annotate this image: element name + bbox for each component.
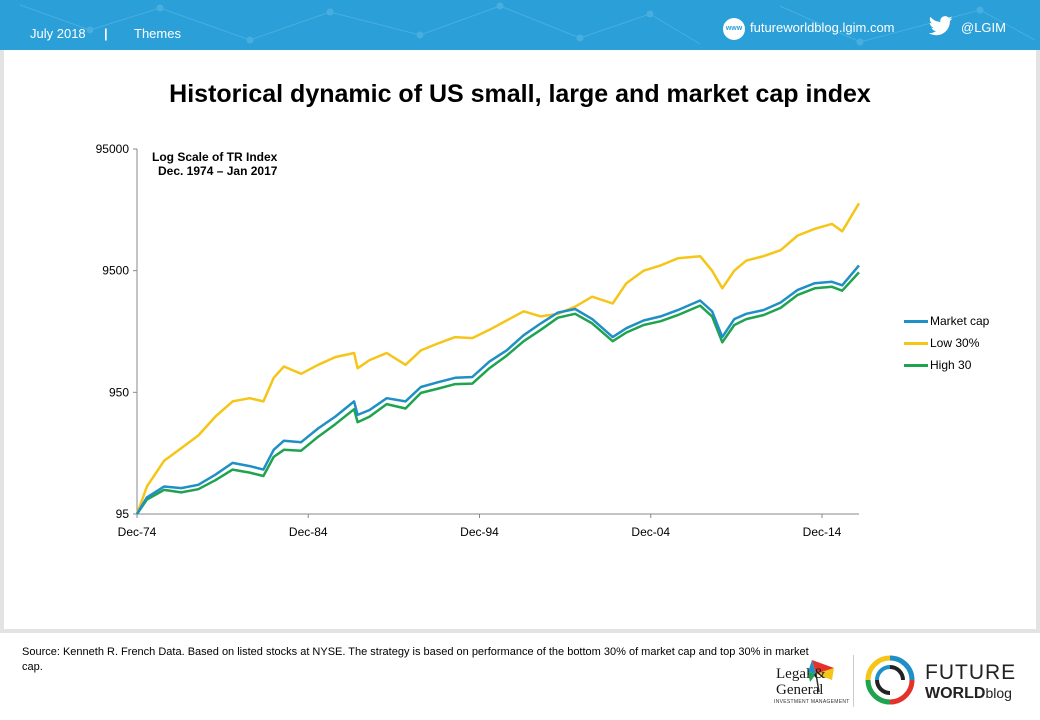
fw-blog-text: blog (985, 685, 1012, 701)
legend-label: Low 30% (930, 336, 980, 350)
y-tick-label: 9500 (102, 264, 129, 278)
fw-world-text: WORLD (925, 685, 986, 702)
network-pattern (19, 2, 1036, 46)
legal-general-umbrella-icon (808, 660, 834, 693)
header-date: July 2018 (30, 26, 86, 41)
legend-item-high-30: High 30 (904, 358, 971, 372)
lg-logo-line2: General (776, 682, 824, 698)
header-bar: July 2018 | Themes www futureworldblog.l… (0, 0, 1040, 50)
x-tick-label: Dec-94 (460, 525, 499, 539)
series-line-low-30 (135, 202, 861, 515)
future-world-icon (865, 655, 915, 705)
twitter-icon[interactable] (929, 16, 953, 36)
legend-label: Market cap (930, 314, 990, 328)
y-tick-label: 95 (116, 507, 130, 521)
twitter-handle[interactable]: @LGIM (961, 20, 1006, 35)
legend-item-market-cap: Market cap (904, 314, 989, 328)
legal-general-logo: Legal & General (776, 666, 826, 698)
header-section-themes[interactable]: Themes (134, 26, 181, 41)
footer-divider (853, 655, 854, 707)
future-world-logo-future: FUTURE (925, 661, 1017, 684)
y-tick-label: 95000 (96, 142, 130, 156)
series-line-market-cap (135, 264, 860, 515)
www-icon: www (723, 18, 745, 40)
frame-right (1036, 50, 1040, 632)
x-tick-label: Dec-14 (803, 525, 842, 539)
legend-swatch-low-30 (904, 342, 928, 346)
chart-title: Historical dynamic of US small, large an… (169, 80, 871, 108)
series-line-high-30 (135, 271, 860, 515)
chart-note-scale: Log Scale of TR Index (152, 150, 278, 164)
frame-left (0, 50, 4, 632)
header-separator: | (104, 26, 108, 41)
lg-logo-subtitle: INVESTMENT MANAGEMENT (774, 699, 850, 705)
frame-bottom (0, 629, 1040, 633)
x-tick-label: Dec-74 (118, 525, 157, 539)
source-note: Source: Kenneth R. French Data. Based on… (22, 646, 809, 673)
legend-label: High 30 (930, 358, 972, 372)
future-world-logo-world: WORLDblog (925, 685, 1012, 703)
x-tick-label: Dec-84 (289, 525, 328, 539)
lg-logo-line1: Legal & (776, 666, 826, 682)
site-link[interactable]: futureworldblog.lgim.com (750, 20, 895, 35)
legend-swatch-market-cap (904, 320, 928, 324)
y-tick-label: 950 (109, 385, 129, 399)
x-tick-label: Dec-04 (631, 525, 670, 539)
legend-item-low-30: Low 30% (904, 336, 979, 350)
legend-swatch-high-30 (904, 364, 928, 368)
chart-note-period: Dec. 1974 – Jan 2017 (158, 164, 278, 178)
